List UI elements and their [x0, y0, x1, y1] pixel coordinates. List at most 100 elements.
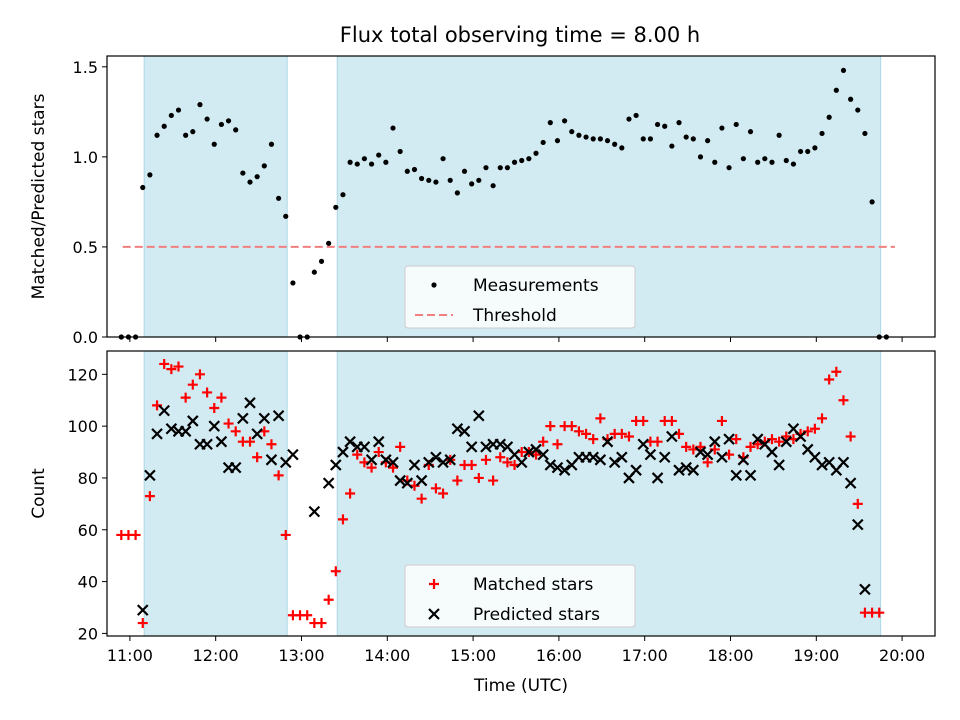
matched-star-point [566, 421, 577, 432]
predicted-star-point [380, 454, 392, 466]
measurement-point [318, 258, 325, 264]
measurement-point [390, 125, 396, 131]
matched-star-point [216, 392, 227, 403]
measurement-point [747, 129, 754, 135]
measurement-point [311, 269, 317, 275]
y-axis-label: Matched/Predicted stars [29, 93, 49, 299]
predicted-star-point [208, 420, 221, 432]
measurement-point [247, 179, 253, 185]
matched-star-point [395, 441, 406, 452]
x-tick-label: 15:00 [450, 646, 496, 665]
measurement-point [183, 132, 189, 138]
predicted-star-point [687, 464, 700, 476]
measurement-point [440, 156, 446, 162]
measurement-point [268, 141, 275, 147]
measurement-point [426, 177, 432, 183]
matched-star-point [745, 441, 756, 452]
chart-title: Flux total observing time = 8.00 h [340, 23, 700, 47]
matched-star-point [502, 457, 513, 468]
y-tick-label: 80 [78, 469, 98, 488]
predicted-star-point [780, 435, 793, 448]
predicted-star-point [537, 448, 549, 461]
matched-star-point [852, 498, 863, 509]
measurement-point [726, 165, 732, 171]
predicted-star-point [558, 464, 571, 476]
measurement-point [233, 127, 239, 133]
top-panel: 0.0 0.5 1.0 1.5 Matched/Predicted stars Measu… [29, 55, 936, 347]
measurement-point [490, 183, 496, 189]
measurement-point [812, 145, 818, 151]
predicted-star-point [616, 451, 628, 464]
measurement-point [547, 120, 553, 126]
predicted-star-point [394, 474, 406, 487]
measurement-point [175, 107, 182, 113]
measurement-point [361, 156, 368, 162]
measurement-point [519, 157, 525, 164]
observing-interval [143, 55, 288, 338]
legend-box [404, 265, 636, 329]
measurement-point [619, 145, 625, 151]
measurement-point [712, 159, 718, 165]
matched-star-point [616, 428, 627, 439]
matched-star-point [752, 439, 763, 450]
predicted-star-point [494, 438, 507, 451]
y-tick-label: 1.5 [73, 58, 98, 77]
matched-star-point [623, 431, 634, 442]
measurement-point [762, 156, 768, 162]
matched-star-point [316, 618, 327, 629]
measurement-point [840, 67, 847, 74]
measurement-point [140, 184, 146, 191]
y-tick-label: 40 [78, 573, 98, 592]
matched-star-point [245, 436, 256, 447]
measurement-point [347, 159, 353, 165]
predicted-star-point [480, 441, 492, 453]
measurement-point [826, 114, 832, 120]
measurement-point [647, 136, 654, 142]
predicted-star-point [287, 448, 299, 461]
measurement-point [454, 190, 460, 196]
matched-star-point [173, 361, 184, 372]
matched-star-point [323, 594, 334, 605]
matched-star-point [552, 439, 563, 450]
x-tick-label: 17:00 [622, 646, 668, 665]
measurement-point [776, 132, 782, 138]
predicted-star-point [422, 456, 435, 469]
predicted-star-point [387, 456, 399, 469]
measurement-point [569, 129, 575, 135]
predicted-star-point [215, 435, 228, 448]
measurement-point [705, 138, 711, 144]
measurement-point [562, 118, 568, 124]
measurement-point [290, 280, 296, 286]
matched-star-point [581, 428, 592, 439]
predicted-star-point [837, 456, 850, 469]
measurement-point [597, 136, 603, 142]
y-tick-label: 120 [67, 365, 98, 384]
predicted-star-point [794, 430, 807, 443]
matched-star-point [809, 423, 820, 434]
measurement-point [433, 179, 439, 185]
measurement-point [855, 107, 861, 113]
predicted-star-point [337, 446, 349, 458]
predicted-star-point [851, 518, 864, 531]
matched-star-point [352, 449, 363, 460]
predicted-star-point [859, 583, 871, 596]
measurement-point [533, 150, 539, 156]
predicted-star-point [365, 454, 378, 466]
matched-star-point [473, 472, 484, 483]
matched-star-point [266, 439, 277, 450]
measurement-point [261, 163, 267, 169]
y-tick-label: 1.0 [73, 148, 98, 167]
matched-star-point [159, 358, 170, 369]
predicted-star-point [258, 412, 271, 425]
measurement-point [654, 121, 661, 128]
predicted-star-point [608, 456, 621, 469]
measurement-point [848, 96, 854, 102]
predicted-star-point [330, 459, 342, 471]
measurement-point [204, 116, 210, 122]
predicted-star-point [201, 438, 213, 451]
predicted-star-point [151, 428, 163, 440]
matched-star-point [144, 491, 155, 502]
measurement-point [805, 148, 811, 155]
x-tick-label: 16:00 [536, 646, 582, 665]
